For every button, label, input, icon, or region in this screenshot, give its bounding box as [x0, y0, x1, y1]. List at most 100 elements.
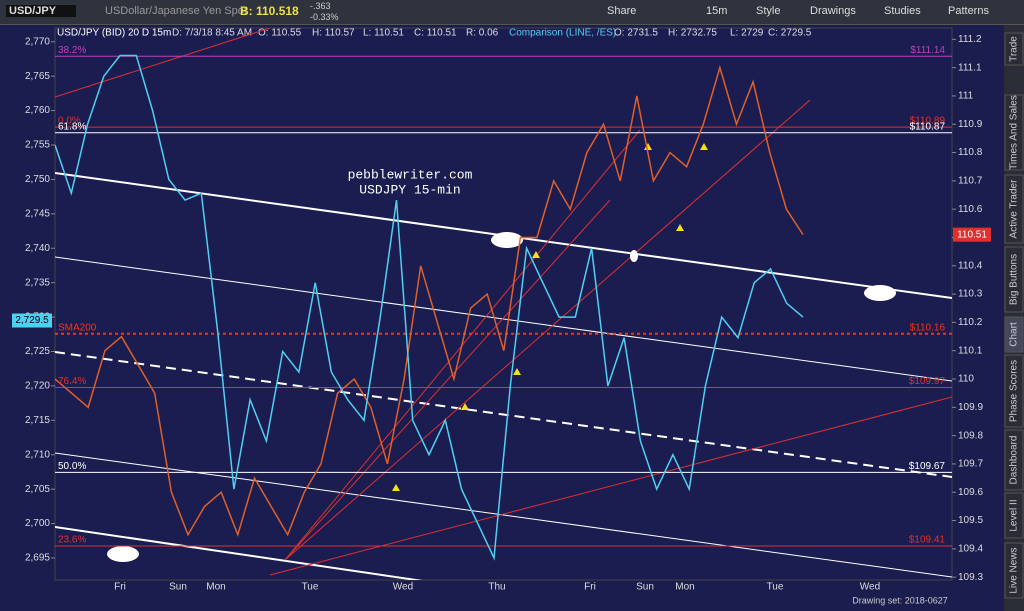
- y2-tick-label: 109.7: [958, 459, 983, 470]
- cmp-close: C: 2729.5: [768, 28, 812, 39]
- side-tab-label[interactable]: Trade: [1009, 36, 1020, 62]
- y-tick-label: 2,725: [25, 346, 50, 357]
- x-tick-label: Fri: [584, 582, 596, 593]
- y2-tick-label: 110.3: [958, 289, 983, 300]
- patterns-button[interactable]: Patterns: [948, 5, 989, 17]
- last-price-tag: [12, 313, 52, 328]
- y2-tick-label: 109.5: [958, 515, 983, 526]
- last-price-tag: [953, 227, 991, 242]
- y-tick-label: 2,755: [25, 140, 50, 151]
- marker-ellipse: [491, 232, 523, 248]
- last-price-label: 110.51: [957, 229, 987, 240]
- side-tab-label[interactable]: Dashboard: [1009, 436, 1020, 485]
- y2-tick-label: 109.8: [958, 430, 983, 441]
- y2-tick-label: 110: [958, 374, 974, 385]
- x-tick-label: Tue: [767, 582, 784, 593]
- x-tick-label: Tue: [302, 582, 319, 593]
- level-price: $109.67: [909, 461, 946, 472]
- side-tab[interactable]: [1004, 94, 1024, 171]
- side-tab-label[interactable]: Active Trader: [1009, 179, 1020, 239]
- level-label: 23.6%: [58, 535, 86, 546]
- x-tick-label: Wed: [860, 582, 880, 593]
- y2-tick-label: 110.7: [958, 176, 983, 187]
- marker-ellipse: [107, 546, 139, 562]
- channel-line: [55, 526, 423, 580]
- comparison-name: Comparison (LINE, /ES): [509, 28, 616, 39]
- y-tick-label: 2,720: [25, 381, 50, 392]
- level-label: 38.2%: [58, 45, 86, 56]
- y-tick-label: 2,765: [25, 71, 50, 82]
- side-tab-label[interactable]: Chart: [1009, 322, 1020, 347]
- y2-tick-label: 109.6: [958, 487, 983, 498]
- change: -.363: [310, 1, 331, 11]
- marker-ellipse: [630, 250, 638, 262]
- level-label: 0.0%: [58, 116, 81, 127]
- y-tick-label: 2,760: [25, 105, 50, 116]
- side-tab-label[interactable]: Phase Scores: [1009, 360, 1020, 422]
- marker-ellipse: [864, 285, 896, 301]
- y2-tick-label: 111.1: [958, 62, 982, 73]
- side-tab-label[interactable]: Big Buttons: [1009, 254, 1020, 305]
- side-tab[interactable]: [1004, 542, 1024, 599]
- y2-tick-label: 109.9: [958, 402, 983, 413]
- price-line: [55, 64, 804, 538]
- close: C: 110.51: [414, 28, 457, 39]
- plot-area: [54, 27, 953, 581]
- level-price: $111.14: [910, 45, 945, 56]
- date: D: 7/3/18 8:45 AM: [172, 28, 252, 39]
- symbol-box[interactable]: USD/JPY: [6, 5, 77, 17]
- change-pct: -0.33%: [310, 12, 339, 22]
- drawings-button[interactable]: Drawings: [810, 5, 856, 17]
- open: O: 110.55: [258, 28, 302, 39]
- side-tab[interactable]: [1004, 32, 1024, 66]
- level-price: $109.41: [909, 535, 946, 546]
- level-price: $109.97: [909, 376, 946, 387]
- studies-button[interactable]: Studies: [884, 5, 921, 17]
- side-tab[interactable]: [1004, 316, 1024, 353]
- side-tab-label[interactable]: Live News: [1009, 547, 1020, 593]
- y-tick-label: 2,710: [25, 449, 50, 460]
- side-tab[interactable]: [1004, 492, 1024, 539]
- side-tab[interactable]: [1004, 354, 1024, 428]
- side-tab-label[interactable]: Times And Sales: [1009, 95, 1020, 170]
- y2-tick-label: 110.6: [958, 204, 983, 215]
- style-button[interactable]: Style: [756, 5, 781, 17]
- y2-tick-label: 111.2: [958, 34, 982, 45]
- x-tick-label: Mon: [675, 582, 694, 593]
- x-tick-label: Sun: [636, 582, 654, 593]
- y-tick-label: 2,740: [25, 243, 50, 254]
- side-tab-label[interactable]: Level II: [1009, 499, 1020, 531]
- series-name: USD/JPY (BID) 20 D 15m: [57, 28, 171, 39]
- level-label: SMA200: [58, 322, 97, 333]
- trend-line: [284, 99, 811, 561]
- side-tab[interactable]: [1004, 174, 1024, 244]
- bid: B: 110.518: [240, 4, 299, 18]
- y2-tick-label: 110.2: [958, 317, 983, 328]
- y2-tick-label: 110.9: [958, 119, 983, 130]
- y-tick-label: 2,705: [25, 484, 50, 495]
- level-price: $110.16: [910, 322, 946, 333]
- last-price-label: 2,729.5: [15, 315, 49, 326]
- annotation: pebblewriter.com: [348, 167, 473, 182]
- y-tick-label: 2,695: [25, 553, 50, 564]
- y2-tick-label: 110.8: [958, 147, 983, 158]
- side-tab[interactable]: [1004, 246, 1024, 313]
- channel-line: [55, 256, 952, 382]
- y2-tick-label: 111: [958, 91, 974, 102]
- y-tick-label: 2,750: [25, 174, 50, 185]
- description: USDollar/Japanese Yen Spot: [105, 5, 247, 17]
- channel-line: [55, 351, 952, 478]
- share-button[interactable]: Share: [607, 5, 637, 17]
- x-tick-label: Sun: [169, 582, 187, 593]
- trend-line: [284, 199, 611, 561]
- interval[interactable]: 15m: [706, 5, 728, 17]
- y2-tick-label: 110.1: [958, 345, 983, 356]
- y-tick-label: 2,715: [25, 415, 50, 426]
- y2-tick-label: 109.3: [958, 572, 983, 583]
- plot-layer: [55, 54, 952, 561]
- x-tick-label: Thu: [488, 582, 505, 593]
- level-label: 61.8%: [58, 121, 86, 132]
- level-price: $110.87: [910, 121, 946, 132]
- range: R: 0.06: [466, 28, 499, 39]
- side-tab[interactable]: [1004, 429, 1024, 491]
